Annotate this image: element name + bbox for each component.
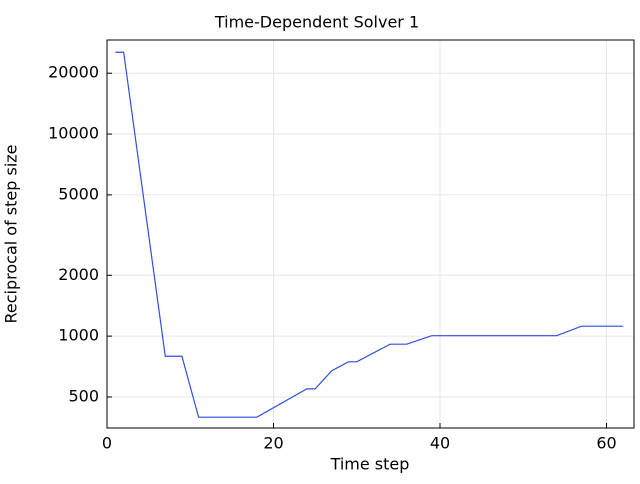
y-tick-label: 5000 [58, 184, 99, 203]
y-tick-label: 20000 [48, 63, 99, 82]
y-tick-label: 10000 [48, 124, 99, 143]
plot-frame [106, 39, 635, 429]
x-tick-label: 20 [263, 434, 283, 453]
y-axis-label: Reciprocal of step size [2, 144, 21, 323]
y-tick-label: 2000 [58, 265, 99, 284]
x-tick-label: 60 [596, 434, 616, 453]
x-tick-label: 0 [102, 434, 112, 453]
x-tick-label: 40 [430, 434, 450, 453]
y-tick-label: 1000 [58, 326, 99, 345]
chart-title: Time-Dependent Solver 1 [214, 13, 419, 32]
y-tick-label: 500 [68, 386, 99, 405]
data-line [115, 51, 624, 418]
x-axis-label: Time step [330, 455, 410, 474]
